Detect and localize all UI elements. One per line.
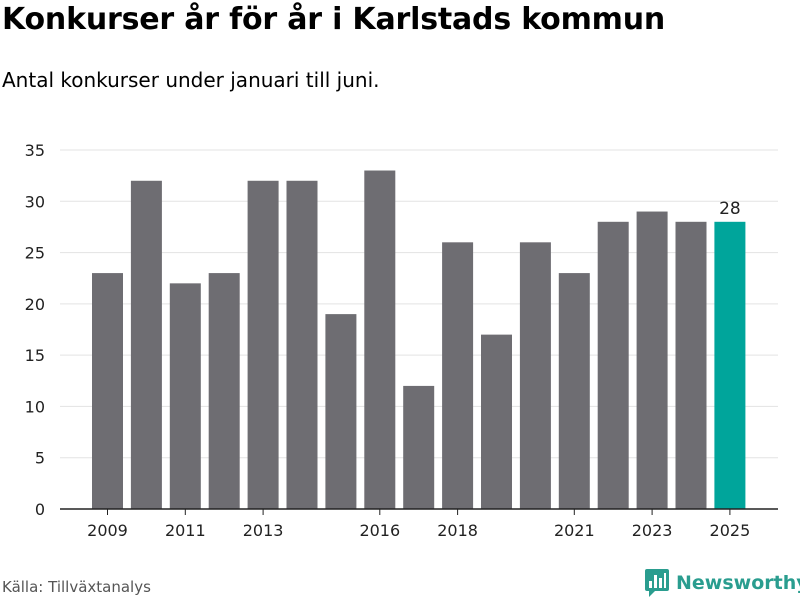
brand-name: Newsworthy	[676, 572, 800, 594]
x-tick-label: 2009	[87, 521, 128, 540]
y-tick-label: 0	[35, 500, 45, 519]
bar-2009	[92, 273, 123, 509]
brand-logo[interactable]: Newsworthy	[645, 569, 800, 597]
bar-2018	[442, 242, 474, 510]
bar-2021	[558, 273, 590, 509]
x-tick-label: 2018	[437, 521, 478, 540]
bar-2020	[519, 242, 551, 510]
y-tick-label: 30	[25, 192, 45, 211]
source-label: Källa: Tillväxtanalys	[2, 578, 151, 596]
bar-2023	[636, 211, 668, 510]
x-tick-label: 2011	[165, 521, 206, 540]
chart-subtitle: Antal konkurser under januari till juni.	[2, 68, 380, 92]
bar-2010	[130, 180, 162, 509]
y-tick-label: 10	[25, 397, 45, 416]
bar-2022	[597, 221, 629, 510]
chart-title: Konkurser år för år i Karlstads kommun	[2, 2, 666, 37]
y-tick-label: 25	[25, 244, 45, 263]
bar-2016	[364, 170, 396, 509]
bar-2011	[169, 283, 201, 509]
x-tick-label: 2016	[359, 521, 400, 540]
bar-2014	[286, 180, 318, 509]
data-label: 28	[719, 199, 741, 219]
y-tick-label: 35	[25, 141, 45, 160]
bar-2015	[325, 314, 357, 509]
bar-2025	[714, 221, 746, 510]
bar-2024	[675, 221, 707, 510]
bar-chart-logo-icon	[645, 569, 669, 597]
bar-2019	[481, 334, 512, 509]
x-tick-label: 2013	[243, 521, 284, 540]
x-tick-label: 2023	[632, 521, 673, 540]
bar-2017	[403, 385, 435, 509]
x-tick-label: 2021	[554, 521, 595, 540]
bar-2013	[247, 180, 279, 509]
y-tick-label: 5	[35, 449, 45, 468]
bar-2012	[208, 273, 240, 509]
y-tick-label: 20	[25, 295, 45, 314]
x-tick-label: 2025	[710, 521, 751, 540]
y-tick-label: 15	[25, 346, 45, 365]
